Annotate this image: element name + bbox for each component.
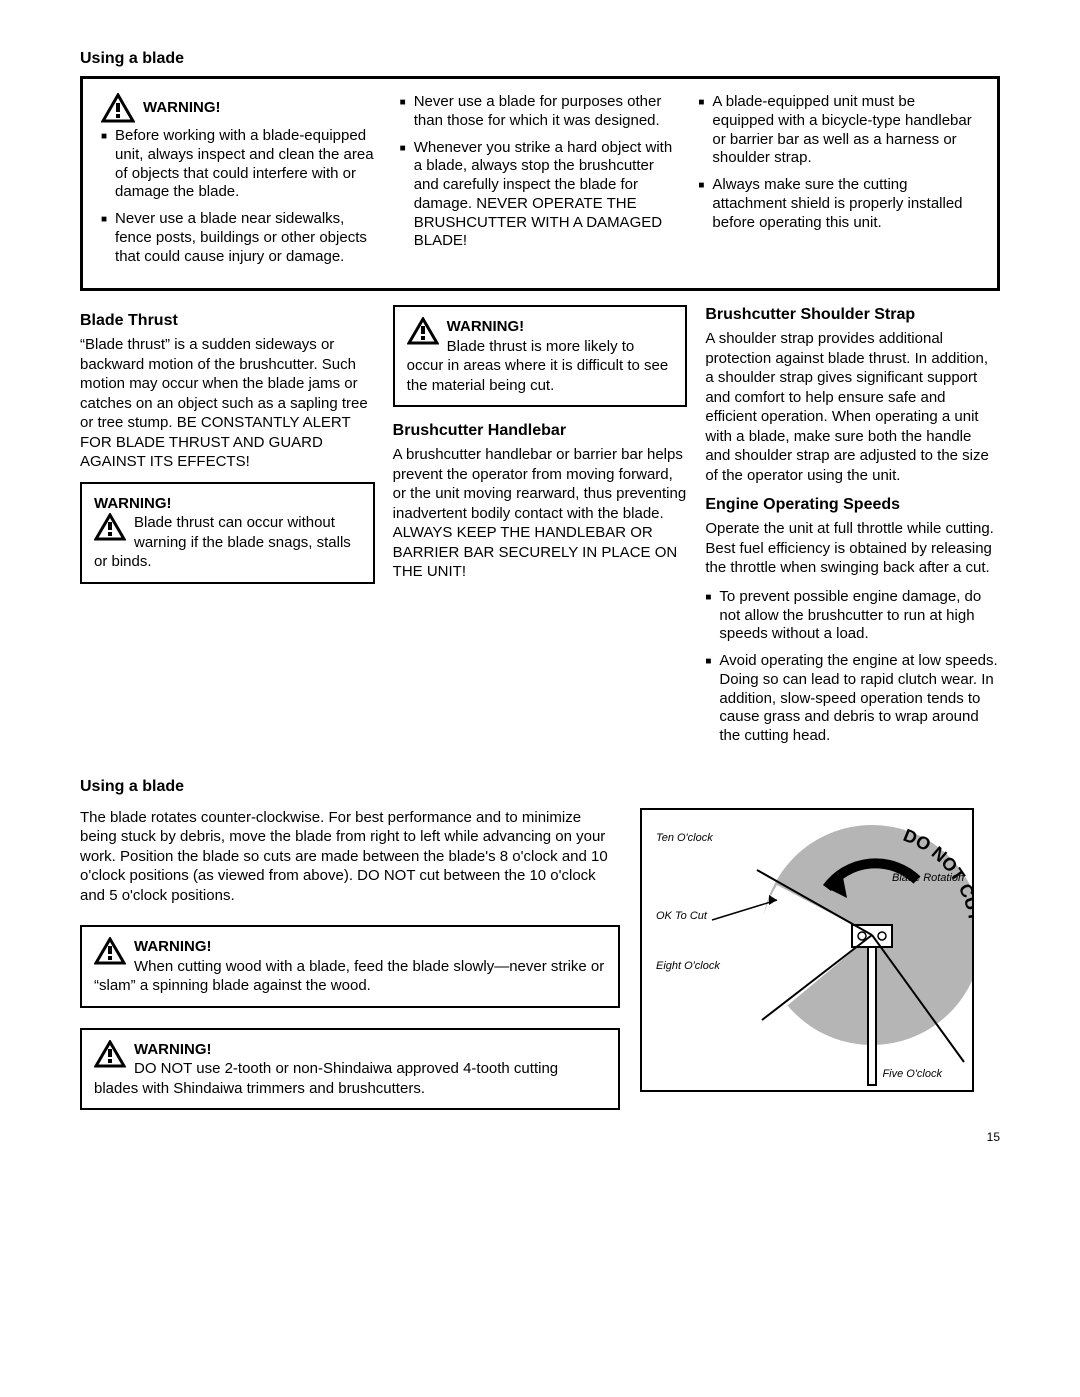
- warning-text: Blade thrust can occur without warning i…: [94, 514, 351, 570]
- warning-label: WARNING!: [447, 318, 525, 335]
- handlebar-text: A brushcutter handlebar or barrier bar h…: [393, 445, 688, 582]
- warning-icon: [407, 317, 439, 345]
- warning-label: WARNING!: [94, 494, 361, 514]
- warning-text: When cutting wood with a blade, feed the…: [94, 958, 604, 995]
- section2-text: The blade rotates counter-clockwise. For…: [80, 808, 620, 906]
- page-number: 15: [80, 1130, 1000, 1144]
- bullet-text: A blade-equipped unit must be equipped w…: [712, 93, 979, 168]
- bullet-marker: ■: [698, 97, 704, 110]
- bullet-marker: ■: [400, 97, 406, 110]
- section2-warning2-box: WARNING! DO NOT use 2-tooth or non-Shind…: [80, 1028, 620, 1111]
- bullet-marker: ■: [400, 143, 406, 156]
- bullet-text: Avoid operating the engine at low speeds…: [719, 652, 1000, 746]
- warning-label: WARNING!: [134, 1041, 212, 1058]
- shoulder-strap-heading: Brushcutter Shoulder Strap: [705, 305, 1000, 325]
- section2-warning1-box: WARNING! When cutting wood with a blade,…: [80, 925, 620, 1008]
- warning-text: Blade thrust is more likely to occur in …: [407, 338, 669, 394]
- diagram-svg: DO NOT CUT: [642, 810, 972, 1090]
- warning-icon: [94, 513, 126, 541]
- warning-col-3: ■ A blade-equipped unit must be equipped …: [698, 93, 979, 274]
- bullet-text: Never use a blade near sidewalks, fence …: [115, 210, 382, 266]
- bullet-marker: ■: [101, 214, 107, 227]
- diagram-label-ok: OK To Cut: [656, 910, 707, 922]
- warning-icon: [101, 93, 135, 123]
- bullet-text: Before working with a blade-equipped uni…: [115, 127, 382, 202]
- warning-col-1: WARNING! ■ Before working with a blade-eq…: [101, 93, 382, 274]
- bullet-text: Always make sure the cutting attachment …: [712, 176, 979, 232]
- right-column: Brushcutter Shoulder Strap A shoulder st…: [705, 305, 1000, 754]
- warning-label: WARNING!: [143, 99, 221, 118]
- warning-icon: [94, 1040, 126, 1068]
- warning-text: DO NOT use 2-tooth or non-Shindaiwa appr…: [94, 1060, 558, 1097]
- bullet-text: Whenever you strike a hard object with a…: [414, 139, 681, 252]
- blade-diagram: DO NOT CUT Ten O'clock OK To Cut Eight O…: [640, 808, 974, 1092]
- lower-left-column: The blade rotates counter-clockwise. For…: [80, 808, 620, 1111]
- blade-thrust-text: “Blade thrust” is a sudden sideways or b…: [80, 335, 375, 472]
- bullet-text: To prevent possible engine damage, do no…: [719, 588, 1000, 644]
- shoulder-strap-text: A shoulder strap provides additional pro…: [705, 329, 1000, 485]
- bullet-text: Never use a blade for purposes other tha…: [414, 93, 681, 131]
- warning-col-2: ■ Never use a blade for purposes other th…: [400, 93, 681, 274]
- bullet-marker: ■: [698, 180, 704, 193]
- top-warning-box: WARNING! ■ Before working with a blade-eq…: [80, 76, 1000, 291]
- left-column: Blade Thrust “Blade thrust” is a sudden …: [80, 305, 375, 754]
- blade-thrust-warning-box: WARNING! Blade thrust can occur without …: [80, 482, 375, 584]
- bullet-marker: ■: [101, 131, 107, 144]
- section-heading: Using a blade: [80, 50, 1000, 68]
- bullet-marker: ■: [705, 592, 711, 605]
- diagram-label-ten: Ten O'clock: [656, 832, 713, 844]
- warning-icon: [94, 937, 126, 965]
- diagram-label-eight: Eight O'clock: [656, 960, 720, 972]
- diagram-label-rotation: Blade Rotation: [892, 872, 964, 884]
- engine-speeds-heading: Engine Operating Speeds: [705, 495, 1000, 515]
- mid-warning-box: WARNING! Blade thrust is more likely to …: [393, 305, 688, 407]
- blade-thrust-heading: Blade Thrust: [80, 311, 375, 331]
- middle-column: WARNING! Blade thrust is more likely to …: [393, 305, 688, 754]
- handlebar-heading: Brushcutter Handlebar: [393, 421, 688, 441]
- engine-speeds-text: Operate the unit at full throttle while …: [705, 519, 1000, 578]
- diagram-label-five: Five O'clock: [882, 1068, 942, 1080]
- warning-label: WARNING!: [134, 938, 212, 955]
- bullet-marker: ■: [705, 656, 711, 669]
- section-heading-2: Using a blade: [80, 778, 1000, 796]
